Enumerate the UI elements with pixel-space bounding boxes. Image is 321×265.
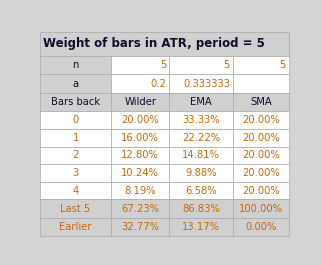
Text: 86.83%: 86.83% <box>182 204 220 214</box>
Text: 13.17%: 13.17% <box>182 222 220 232</box>
Text: 12.80%: 12.80% <box>121 151 159 160</box>
Text: 20.00%: 20.00% <box>242 115 280 125</box>
Bar <box>233 74 289 93</box>
Bar <box>169 112 233 129</box>
Bar <box>233 112 289 129</box>
Text: 22.22%: 22.22% <box>182 133 220 143</box>
Text: 10.24%: 10.24% <box>121 168 159 178</box>
Text: 32.77%: 32.77% <box>121 222 159 232</box>
Bar <box>111 182 169 200</box>
Text: 1: 1 <box>73 133 79 143</box>
Bar <box>111 93 169 112</box>
Bar <box>111 74 169 93</box>
Bar <box>169 164 233 182</box>
Text: Earlier: Earlier <box>59 222 92 232</box>
Text: 20.00%: 20.00% <box>242 133 280 143</box>
Text: 67.23%: 67.23% <box>121 204 159 214</box>
Text: 9.88%: 9.88% <box>186 168 217 178</box>
Text: 0.00%: 0.00% <box>245 222 277 232</box>
Text: 0.2: 0.2 <box>151 78 167 89</box>
Bar <box>169 74 233 93</box>
Bar <box>169 182 233 200</box>
Bar <box>40 112 111 129</box>
Bar <box>40 164 111 182</box>
Text: 20.00%: 20.00% <box>242 151 280 160</box>
Bar <box>169 93 233 112</box>
Bar <box>169 147 233 164</box>
Text: 20.00%: 20.00% <box>242 168 280 178</box>
Bar <box>111 147 169 164</box>
Text: 20.00%: 20.00% <box>242 186 280 196</box>
Bar <box>40 182 111 200</box>
Bar <box>233 200 289 218</box>
Text: 5: 5 <box>223 60 230 70</box>
Text: 100.00%: 100.00% <box>239 204 283 214</box>
Text: n: n <box>73 60 79 70</box>
Text: 6.58%: 6.58% <box>186 186 217 196</box>
Text: 0.333333: 0.333333 <box>183 78 230 89</box>
Bar <box>40 147 111 164</box>
Bar <box>40 32 289 56</box>
Bar <box>233 93 289 112</box>
Text: EMA: EMA <box>190 97 212 107</box>
Text: 20.00%: 20.00% <box>121 115 159 125</box>
Bar <box>40 93 111 112</box>
Text: Last 5: Last 5 <box>60 204 91 214</box>
Text: 5: 5 <box>160 60 167 70</box>
Text: 33.33%: 33.33% <box>182 115 220 125</box>
Bar <box>111 129 169 147</box>
Bar <box>40 129 111 147</box>
Bar <box>233 147 289 164</box>
Bar <box>169 200 233 218</box>
Text: SMA: SMA <box>250 97 272 107</box>
Text: Bars back: Bars back <box>51 97 100 107</box>
Bar <box>169 218 233 236</box>
Bar <box>233 182 289 200</box>
Bar <box>40 218 111 236</box>
Text: 16.00%: 16.00% <box>121 133 159 143</box>
Bar <box>233 56 289 74</box>
Text: 0: 0 <box>73 115 79 125</box>
Bar <box>111 218 169 236</box>
Text: 2: 2 <box>73 151 79 160</box>
Text: Weight of bars in ATR, period = 5: Weight of bars in ATR, period = 5 <box>43 37 265 50</box>
Bar <box>111 56 169 74</box>
Bar <box>111 112 169 129</box>
Bar <box>111 200 169 218</box>
Text: 8.19%: 8.19% <box>125 186 156 196</box>
Text: Wilder: Wilder <box>124 97 156 107</box>
Bar <box>111 164 169 182</box>
Bar <box>40 74 111 93</box>
Bar <box>233 218 289 236</box>
Text: a: a <box>73 78 79 89</box>
Bar <box>233 164 289 182</box>
Bar <box>233 129 289 147</box>
Bar <box>40 56 111 74</box>
Text: 4: 4 <box>73 186 79 196</box>
Bar <box>169 129 233 147</box>
Text: 5: 5 <box>280 60 286 70</box>
Bar <box>40 200 111 218</box>
Text: 3: 3 <box>73 168 79 178</box>
Bar <box>169 56 233 74</box>
Text: 14.81%: 14.81% <box>182 151 220 160</box>
